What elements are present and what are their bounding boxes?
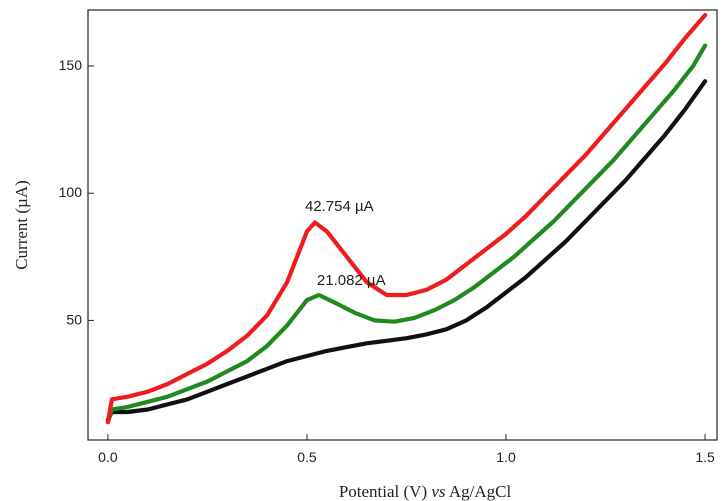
series-green-line <box>105 43 708 425</box>
x-axis-title-part-2: Ag/AgCl <box>446 482 512 501</box>
y-tick-label: 50 <box>66 311 82 327</box>
series-red-line <box>105 13 708 425</box>
plot-frame <box>87 9 718 441</box>
series-layer <box>105 13 708 425</box>
series-black-line <box>105 79 708 422</box>
x-axis-ticks: 0.0 0.5 1.0 1.5 <box>98 434 715 465</box>
y-axis-title: Current (µA) <box>12 180 31 270</box>
x-tick-label: 1.0 <box>496 449 516 465</box>
x-tick-label: 0.5 <box>297 449 317 465</box>
peak-annotation-2: 21.082 µA <box>317 272 386 289</box>
x-axis-title-vs: vs <box>431 482 446 501</box>
y-tick-label: 150 <box>59 57 83 73</box>
annotation-layer: 42.754 µA 21.082 µA <box>305 198 386 289</box>
y-tick-label: 100 <box>59 184 83 200</box>
y-axis-ticks: 50 100 150 <box>59 57 94 327</box>
x-axis-title-part-1: Potential (V) <box>339 482 432 501</box>
x-tick-label: 1.5 <box>695 449 715 465</box>
peak-annotation-1: 42.754 µA <box>305 198 374 215</box>
x-axis-title: Potential (V) vs Ag/AgCl <box>339 482 512 501</box>
x-tick-label: 0.0 <box>98 449 118 465</box>
